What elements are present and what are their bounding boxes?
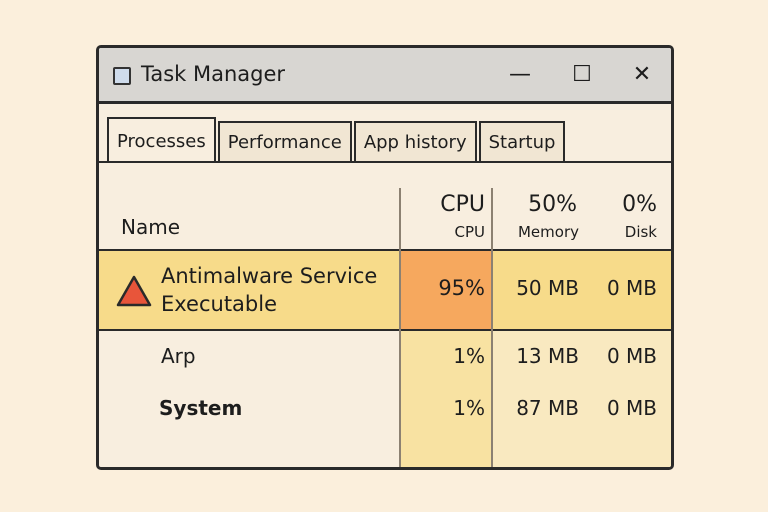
column-header-memory-top[interactable]: 50% <box>528 192 577 217</box>
tab-processes[interactable]: Processes <box>107 117 216 161</box>
process-name-line2: Executable <box>161 292 278 316</box>
tab-performance[interactable]: Performance <box>217 121 352 161</box>
process-name[interactable]: Arp <box>161 344 196 368</box>
column-divider[interactable] <box>491 188 493 467</box>
column-header-cpu-top[interactable]: CPU <box>440 192 485 217</box>
disk-value: 0 MB <box>606 344 657 368</box>
minimize-button[interactable]: — <box>509 62 531 87</box>
window-title: Task Manager <box>141 62 286 86</box>
close-button[interactable]: ✕ <box>632 62 652 87</box>
tab-app-history[interactable]: App history <box>353 121 477 161</box>
memory-value: 50 MB <box>516 276 579 300</box>
cpu-column-bg <box>401 329 493 467</box>
column-header-memory[interactable]: Memory <box>517 223 579 241</box>
memory-value: 87 MB <box>516 396 579 420</box>
usage-columns-bg <box>493 329 671 467</box>
column-header-cpu[interactable]: CPU <box>454 223 486 241</box>
process-name[interactable]: System <box>159 396 243 420</box>
tab-divider <box>99 161 671 163</box>
disk-value: 0 MB <box>606 396 657 420</box>
column-header-disk-top[interactable]: 0% <box>622 192 657 217</box>
cpu-high-cell <box>401 251 493 329</box>
tab-startup[interactable]: Startup <box>478 121 566 161</box>
column-header-name[interactable]: Name <box>121 215 181 239</box>
table-row-highlighted[interactable] <box>99 249 671 331</box>
cpu-value: 1% <box>453 396 485 420</box>
maximize-button[interactable]: ☐ <box>572 62 592 87</box>
title-bar: Task Manager — ☐ ✕ <box>99 48 671 104</box>
column-header-disk[interactable]: Disk <box>624 223 657 241</box>
memory-value: 13 MB <box>516 344 579 368</box>
disk-value: 0 MB <box>606 276 657 300</box>
tab-bar: Processes Performance App history Startu… <box>107 117 567 161</box>
cpu-value: 1% <box>453 344 485 368</box>
warning-triangle-icon <box>116 275 152 307</box>
app-icon <box>113 67 131 85</box>
cpu-value: 95% <box>438 276 485 300</box>
process-name: Antimalware Service <box>161 264 378 288</box>
task-manager-window: Task Manager — ☐ ✕ Processes Performance… <box>96 45 674 470</box>
column-divider[interactable] <box>399 188 401 467</box>
